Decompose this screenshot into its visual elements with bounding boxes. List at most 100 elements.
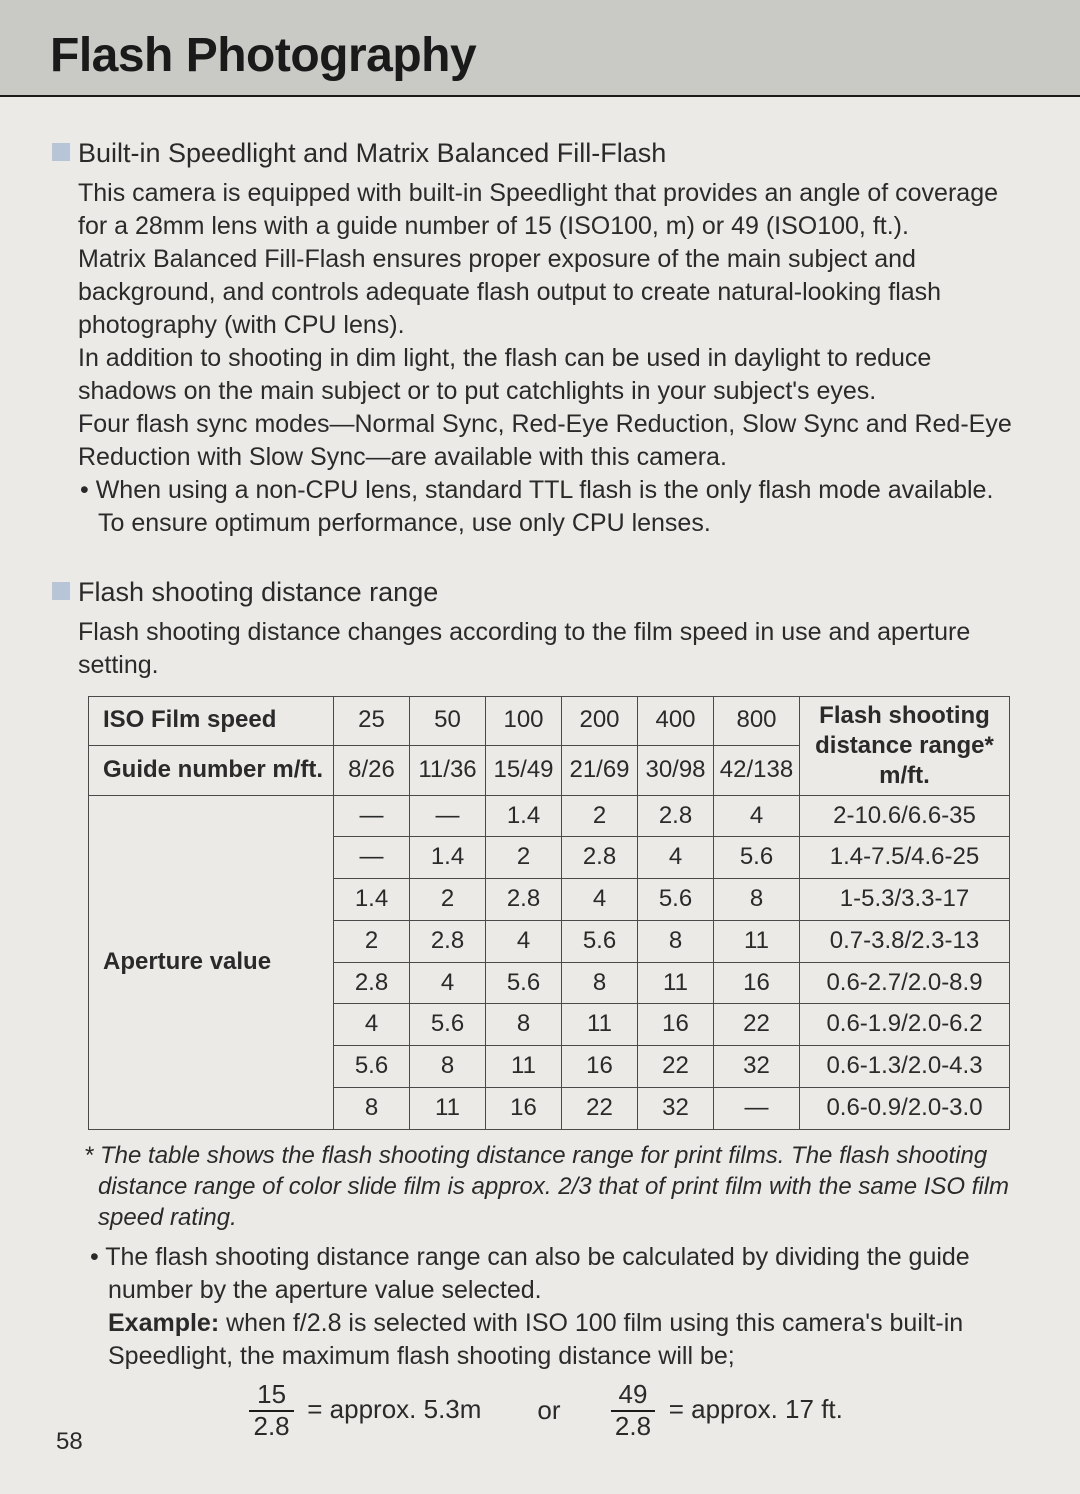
aperture-cell: 5.6 <box>562 920 638 962</box>
guide-cell: 30/98 <box>638 746 714 796</box>
section-speedlight: Built-in Speedlight and Matrix Balanced … <box>78 137 1020 540</box>
flash-distance-table: ISO Film speed 25 50 100 200 400 800 Fla… <box>88 696 1010 1130</box>
range-cell: 0.7-3.8/2.3-13 <box>800 920 1010 962</box>
aperture-cell: 8 <box>638 920 714 962</box>
section-heading-speedlight: Built-in Speedlight and Matrix Balanced … <box>78 137 1020 171</box>
aperture-label: Aperture value <box>89 795 334 1129</box>
aperture-cell: 16 <box>562 1046 638 1088</box>
bullet-square-icon <box>52 143 70 161</box>
aperture-cell: 32 <box>638 1088 714 1130</box>
aperture-cell: 22 <box>714 1004 800 1046</box>
aperture-cell: 2.8 <box>410 920 486 962</box>
hdr-l3: m/ft. <box>879 762 930 789</box>
header-band: Flash Photography <box>0 0 1080 97</box>
guide-cell: 42/138 <box>714 746 800 796</box>
aperture-cell: 2 <box>410 879 486 921</box>
equals-result: = approx. 17 ft. <box>669 1394 843 1424</box>
page-number: 58 <box>56 1428 83 1456</box>
para: Matrix Balanced Fill-Flash ensures prope… <box>78 243 1020 342</box>
aperture-cell: 8 <box>562 962 638 1004</box>
aperture-cell: 11 <box>410 1088 486 1130</box>
aperture-cell: 4 <box>714 795 800 837</box>
guide-cell: 8/26 <box>334 746 410 796</box>
numerator: 49 <box>611 1381 656 1411</box>
heading-text: Built-in Speedlight and Matrix Balanced … <box>78 138 666 168</box>
iso-cell: 50 <box>410 696 486 746</box>
flash-table-wrap: ISO Film speed 25 50 100 200 400 800 Fla… <box>78 696 1020 1130</box>
aperture-cell: 5.6 <box>410 1004 486 1046</box>
iso-cell: 200 <box>562 696 638 746</box>
section-heading-distance: Flash shooting distance range <box>78 576 1020 610</box>
iso-cell: 25 <box>334 696 410 746</box>
formula-row: 15 2.8 = approx. 5.3m or 49 2.8 = approx… <box>78 1381 1020 1440</box>
aperture-cell: 2.8 <box>334 962 410 1004</box>
aperture-cell: 22 <box>562 1088 638 1130</box>
guide-label: Guide number m/ft. <box>89 746 334 796</box>
aperture-cell: 16 <box>714 962 800 1004</box>
or-text: or <box>537 1395 560 1426</box>
range-cell: 0.6-1.3/2.0-4.3 <box>800 1046 1010 1088</box>
aperture-cell: 8 <box>486 1004 562 1046</box>
example-label: Example: <box>108 1309 219 1337</box>
range-cell: 0.6-2.7/2.0-8.9 <box>800 962 1010 1004</box>
guide-cell: 11/36 <box>410 746 486 796</box>
iso-label: ISO Film speed <box>89 696 334 746</box>
aperture-cell: 5.6 <box>334 1046 410 1088</box>
equals-result: = approx. 5.3m <box>307 1394 481 1424</box>
aperture-cell: 4 <box>562 879 638 921</box>
hdr-l2: distance range* <box>815 732 994 759</box>
aperture-cell: 4 <box>638 837 714 879</box>
page-content: Built-in Speedlight and Matrix Balanced … <box>0 97 1080 1440</box>
calc-bullet: • The flash shooting distance range can … <box>78 1241 1020 1307</box>
section2-body: Flash shooting distance changes accordin… <box>78 616 1020 682</box>
guide-cell: 21/69 <box>562 746 638 796</box>
aperture-cell: 2.8 <box>638 795 714 837</box>
formula-2: 49 2.8 = approx. 17 ft. <box>611 1381 849 1440</box>
aperture-cell: 2.8 <box>562 837 638 879</box>
aperture-cell: 2 <box>486 837 562 879</box>
iso-cell: 400 <box>638 696 714 746</box>
aperture-cell: 8 <box>334 1088 410 1130</box>
range-cell: 1.4-7.5/4.6-25 <box>800 837 1010 879</box>
fraction: 15 2.8 <box>249 1381 294 1440</box>
table-footnote: * The table shows the flash shooting dis… <box>78 1140 1020 1234</box>
para: This camera is equipped with built-in Sp… <box>78 177 1020 243</box>
aperture-cell: 4 <box>410 962 486 1004</box>
aperture-cell: 22 <box>638 1046 714 1088</box>
heading-text: Flash shooting distance range <box>78 577 438 607</box>
range-cell: 2-10.6/6.6-35 <box>800 795 1010 837</box>
note-bullet: • When using a non-CPU lens, standard TT… <box>78 474 1020 540</box>
range-cell: 0.6-1.9/2.0-6.2 <box>800 1004 1010 1046</box>
aperture-cell: 1.4 <box>486 795 562 837</box>
numerator: 15 <box>249 1381 294 1411</box>
denominator: 2.8 <box>615 1412 651 1440</box>
table-row: ISO Film speed 25 50 100 200 400 800 Fla… <box>89 696 1010 746</box>
iso-cell: 800 <box>714 696 800 746</box>
aperture-cell: 5.6 <box>714 837 800 879</box>
para: In addition to shooting in dim light, th… <box>78 342 1020 408</box>
aperture-cell: 8 <box>410 1046 486 1088</box>
aperture-cell: — <box>334 795 410 837</box>
aperture-cell: 8 <box>714 879 800 921</box>
page-title: Flash Photography <box>50 28 1080 83</box>
section-distance: Flash shooting distance range Flash shoo… <box>78 576 1020 1440</box>
hdr-l1: Flash shooting <box>819 702 990 729</box>
section1-body: This camera is equipped with built-in Sp… <box>78 177 1020 540</box>
aperture-cell: 16 <box>486 1088 562 1130</box>
aperture-cell: 2.8 <box>486 879 562 921</box>
aperture-cell: 5.6 <box>638 879 714 921</box>
aperture-cell: 11 <box>562 1004 638 1046</box>
guide-cell: 15/49 <box>486 746 562 796</box>
range-cell: 0.6-0.9/2.0-3.0 <box>800 1088 1010 1130</box>
after-table-text: • The flash shooting distance range can … <box>78 1241 1020 1373</box>
formula-1: 15 2.8 = approx. 5.3m <box>249 1381 487 1440</box>
aperture-cell: 1.4 <box>334 879 410 921</box>
aperture-cell: — <box>410 795 486 837</box>
aperture-cell: 5.6 <box>486 962 562 1004</box>
example-line: Example: when f/2.8 is selected with ISO… <box>78 1307 1020 1373</box>
aperture-cell: — <box>334 837 410 879</box>
para: Flash shooting distance changes accordin… <box>78 616 1020 682</box>
aperture-cell: 1.4 <box>410 837 486 879</box>
bullet-square-icon <box>52 582 70 600</box>
aperture-cell: 4 <box>334 1004 410 1046</box>
